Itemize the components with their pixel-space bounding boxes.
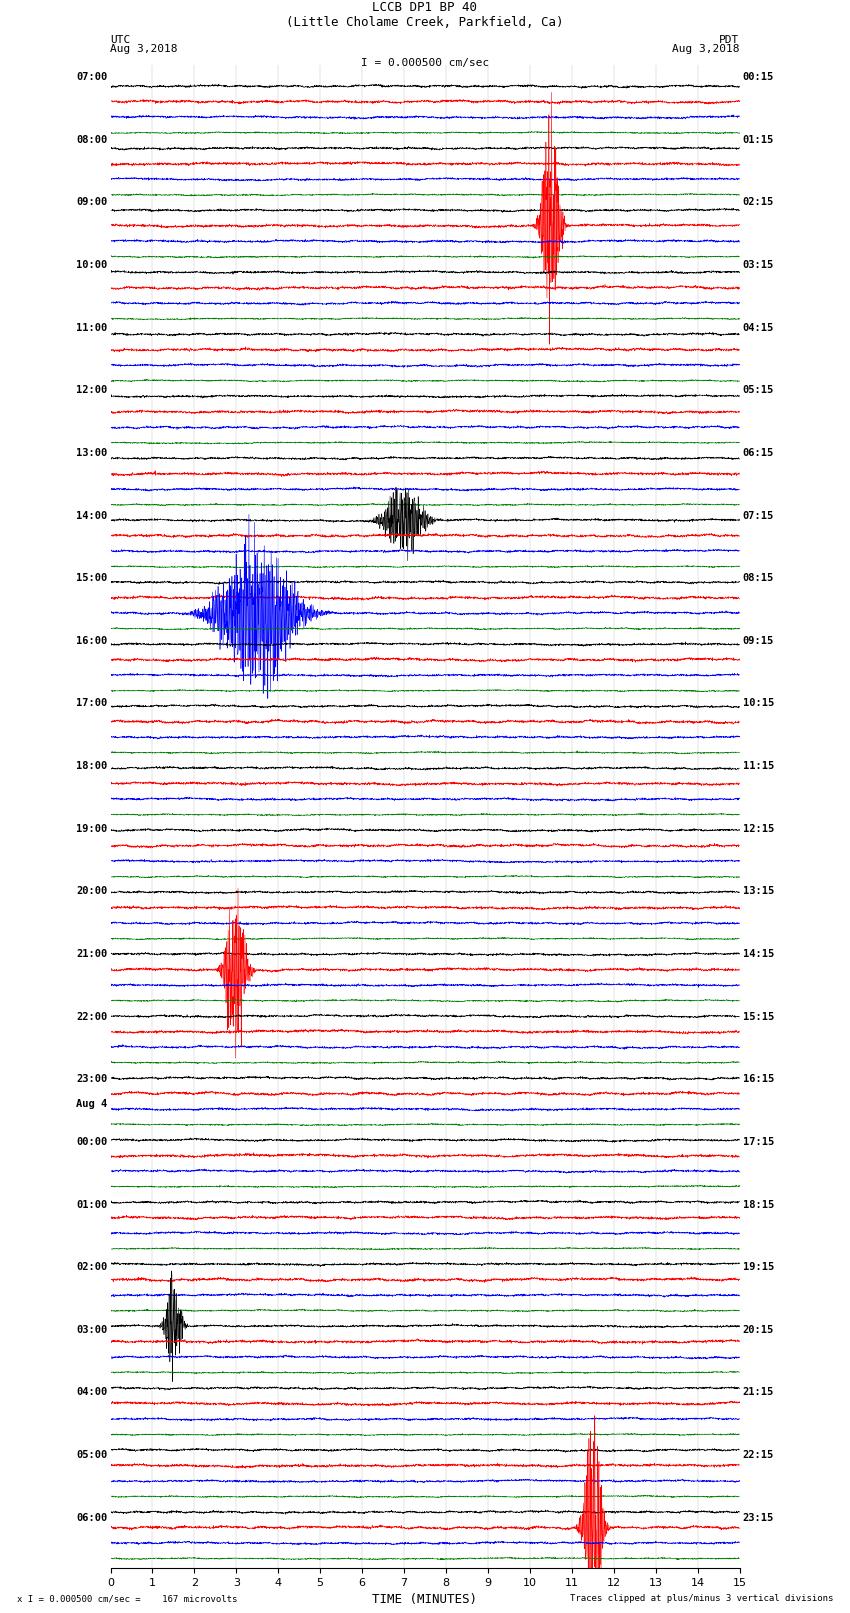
Text: 03:00: 03:00 — [76, 1324, 107, 1336]
Text: 10:15: 10:15 — [743, 698, 774, 708]
Text: x I = 0.000500 cm/sec =    167 microvolts: x I = 0.000500 cm/sec = 167 microvolts — [17, 1594, 237, 1603]
Text: 15:15: 15:15 — [743, 1011, 774, 1021]
Text: UTC: UTC — [110, 35, 131, 45]
Text: 15:00: 15:00 — [76, 573, 107, 584]
Text: 18:15: 18:15 — [743, 1200, 774, 1210]
Text: 13:00: 13:00 — [76, 448, 107, 458]
Text: Traces clipped at plus/minus 3 vertical divisions: Traces clipped at plus/minus 3 vertical … — [570, 1594, 833, 1603]
Text: 02:00: 02:00 — [76, 1263, 107, 1273]
Text: 04:15: 04:15 — [743, 323, 774, 332]
Text: 14:15: 14:15 — [743, 948, 774, 960]
Text: Aug 3,2018: Aug 3,2018 — [110, 44, 178, 53]
Text: 19:15: 19:15 — [743, 1263, 774, 1273]
Text: 23:00: 23:00 — [76, 1074, 107, 1084]
Text: 20:15: 20:15 — [743, 1324, 774, 1336]
Text: Aug 3,2018: Aug 3,2018 — [672, 44, 740, 53]
Text: 22:00: 22:00 — [76, 1011, 107, 1021]
Text: 01:00: 01:00 — [76, 1200, 107, 1210]
Text: 18:00: 18:00 — [76, 761, 107, 771]
Text: 09:15: 09:15 — [743, 636, 774, 645]
Text: 00:00: 00:00 — [76, 1137, 107, 1147]
Text: 08:15: 08:15 — [743, 573, 774, 584]
Text: 13:15: 13:15 — [743, 887, 774, 897]
Text: 12:00: 12:00 — [76, 386, 107, 395]
Text: 23:15: 23:15 — [743, 1513, 774, 1523]
Text: 17:15: 17:15 — [743, 1137, 774, 1147]
Text: 09:00: 09:00 — [76, 197, 107, 208]
Text: 08:00: 08:00 — [76, 135, 107, 145]
Text: 05:15: 05:15 — [743, 386, 774, 395]
Text: PDT: PDT — [719, 35, 740, 45]
Text: 17:00: 17:00 — [76, 698, 107, 708]
Text: 14:00: 14:00 — [76, 511, 107, 521]
Text: 00:15: 00:15 — [743, 73, 774, 82]
Text: 03:15: 03:15 — [743, 260, 774, 269]
Text: 12:15: 12:15 — [743, 824, 774, 834]
Text: 10:00: 10:00 — [76, 260, 107, 269]
Text: 16:00: 16:00 — [76, 636, 107, 645]
Text: 07:00: 07:00 — [76, 73, 107, 82]
Text: 01:15: 01:15 — [743, 135, 774, 145]
Text: 05:00: 05:00 — [76, 1450, 107, 1460]
X-axis label: TIME (MINUTES): TIME (MINUTES) — [372, 1594, 478, 1607]
Text: 22:15: 22:15 — [743, 1450, 774, 1460]
Text: 11:00: 11:00 — [76, 323, 107, 332]
Text: 21:00: 21:00 — [76, 948, 107, 960]
Text: 06:15: 06:15 — [743, 448, 774, 458]
Text: 06:00: 06:00 — [76, 1513, 107, 1523]
Text: I = 0.000500 cm/sec: I = 0.000500 cm/sec — [361, 58, 489, 68]
Text: 07:15: 07:15 — [743, 511, 774, 521]
Text: 11:15: 11:15 — [743, 761, 774, 771]
Title: LCCB DP1 BP 40
(Little Cholame Creek, Parkfield, Ca): LCCB DP1 BP 40 (Little Cholame Creek, Pa… — [286, 0, 564, 29]
Text: 16:15: 16:15 — [743, 1074, 774, 1084]
Text: 21:15: 21:15 — [743, 1387, 774, 1397]
Text: Aug 4: Aug 4 — [76, 1100, 107, 1110]
Text: 19:00: 19:00 — [76, 824, 107, 834]
Text: 20:00: 20:00 — [76, 887, 107, 897]
Text: 04:00: 04:00 — [76, 1387, 107, 1397]
Text: 02:15: 02:15 — [743, 197, 774, 208]
